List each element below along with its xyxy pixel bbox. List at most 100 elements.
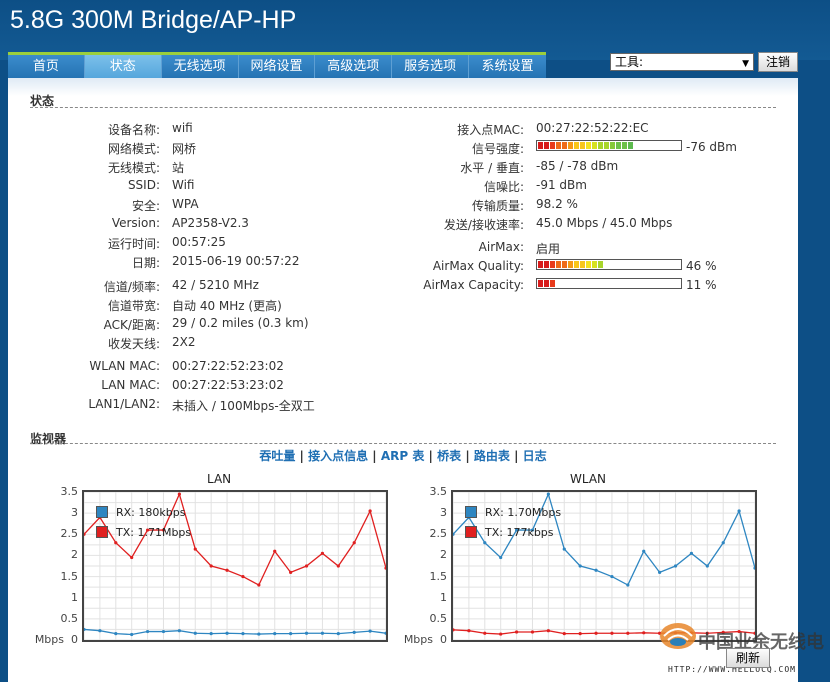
tab-system[interactable]: 系统设置 xyxy=(469,55,546,78)
status-right-value: 00:27:22:52:22:EC xyxy=(536,121,649,135)
status-left-label: LAN1/LAN2: xyxy=(88,397,160,411)
data-point xyxy=(467,629,471,633)
data-point xyxy=(737,509,741,513)
logout-button[interactable]: 注销 xyxy=(758,52,798,72)
level-segment xyxy=(574,261,579,268)
level-segment xyxy=(616,142,621,149)
link-log[interactable]: 日志 xyxy=(522,449,547,463)
data-point xyxy=(241,574,245,579)
tab-network[interactable]: 网络设置 xyxy=(238,55,316,78)
data-point xyxy=(658,570,662,574)
tools-select[interactable]: 工具: ▼ xyxy=(610,53,754,71)
data-point xyxy=(514,630,519,634)
status-left-label: LAN MAC: xyxy=(101,378,160,392)
link-route-table[interactable]: 路由表 xyxy=(473,449,510,463)
level-segment xyxy=(598,142,603,149)
data-point xyxy=(289,570,293,574)
data-point xyxy=(289,632,293,636)
tab-status[interactable]: 状态 xyxy=(84,55,162,78)
status-left-value: 网桥 xyxy=(172,142,197,156)
legend-swatch xyxy=(96,526,108,538)
data-point xyxy=(257,583,261,587)
status-left-value: AP2358-V2.3 xyxy=(172,216,249,230)
link-throughput[interactable]: 吞吐量 xyxy=(259,449,296,463)
y-tick-label: 2.5 xyxy=(429,527,448,541)
legend-entry: RX: 180kbps xyxy=(96,506,185,519)
status-left-label: ACK/距离: xyxy=(103,318,160,332)
level-segment xyxy=(568,142,573,149)
watermark-title: 中国业余无线电 xyxy=(698,631,824,653)
legend-label: RX: 180kbps xyxy=(116,506,186,519)
data-point xyxy=(642,631,646,635)
data-point xyxy=(161,629,166,634)
level-segment xyxy=(544,261,549,268)
link-arp-table[interactable]: ARP 表 xyxy=(380,449,425,463)
content-top-fade xyxy=(8,78,798,96)
data-point xyxy=(578,632,582,636)
chart-plot-area xyxy=(82,490,388,642)
status-right-label: AirMax: xyxy=(478,240,524,254)
status-right-label: 发送/接收速率: xyxy=(443,218,524,232)
tab-services[interactable]: 服务选项 xyxy=(392,55,470,78)
level-segment xyxy=(568,261,573,268)
data-point xyxy=(626,631,630,635)
status-left-value: 站 xyxy=(172,161,185,175)
chart-svg xyxy=(82,491,388,641)
link-bridge-table[interactable]: 桥表 xyxy=(437,449,462,463)
data-point xyxy=(352,541,356,545)
legend-swatch xyxy=(96,506,108,518)
data-point xyxy=(483,631,487,635)
status-right-label: AirMax Capacity: xyxy=(423,278,524,292)
level-segment xyxy=(610,142,615,149)
data-point xyxy=(610,631,614,635)
data-point xyxy=(530,630,535,634)
data-point xyxy=(336,564,340,568)
status-right-value: -85 / -78 dBm xyxy=(536,159,619,173)
status-left-label: 安全: xyxy=(131,199,160,213)
app-title: 5.8G 300M Bridge/AP-HP xyxy=(10,6,297,34)
data-point xyxy=(209,632,213,636)
data-point xyxy=(689,551,694,555)
data-point xyxy=(514,528,519,532)
status-left-label: 日期: xyxy=(131,256,160,270)
y-tick-label: 3 xyxy=(71,506,78,520)
data-point xyxy=(320,631,325,635)
level-segment xyxy=(538,261,543,268)
data-point xyxy=(562,547,566,551)
data-point xyxy=(368,509,372,513)
signal-strength-bar xyxy=(536,140,682,151)
data-point xyxy=(705,631,709,635)
status-right-value: -91 dBm xyxy=(536,178,587,192)
status-left-label: 网络模式: xyxy=(107,142,160,156)
y-tick-label: 3 xyxy=(440,506,447,520)
tab-home[interactable]: 首页 xyxy=(8,55,85,78)
data-point xyxy=(451,628,455,632)
tab-wireless[interactable]: 无线选项 xyxy=(161,55,239,78)
status-left-label: 运行时间: xyxy=(107,237,160,251)
data-point xyxy=(193,631,197,635)
y-tick-label: 0 xyxy=(71,633,78,646)
refresh-button[interactable]: 刷新 xyxy=(726,648,770,668)
data-point xyxy=(130,555,134,560)
data-point xyxy=(320,551,325,555)
data-point xyxy=(304,631,309,635)
level-segment xyxy=(550,261,555,268)
status-right-label: 信号强度: xyxy=(471,142,524,156)
level-segment xyxy=(544,142,549,149)
status-right-label: 信噪比: xyxy=(483,180,524,194)
status-left-value: 29 / 0.2 miles (0.3 km) xyxy=(172,316,309,330)
level-segment xyxy=(580,142,585,149)
tab-advanced[interactable]: 高级选项 xyxy=(315,55,393,78)
status-left-value: 2015-06-19 00:57:22 xyxy=(172,254,300,268)
link-ap-info[interactable]: 接入点信息 xyxy=(308,449,369,463)
chevron-down-icon: ▼ xyxy=(742,59,749,69)
status-right-value: 98.2 % xyxy=(536,197,578,211)
data-point xyxy=(499,555,503,560)
data-point xyxy=(384,631,388,635)
y-tick-label: 3.5 xyxy=(60,485,79,498)
data-point xyxy=(352,630,356,634)
chart-title: WLAN xyxy=(570,472,607,486)
data-point xyxy=(241,632,245,636)
status-right-value: 启用 xyxy=(536,242,561,256)
data-point xyxy=(483,541,487,545)
